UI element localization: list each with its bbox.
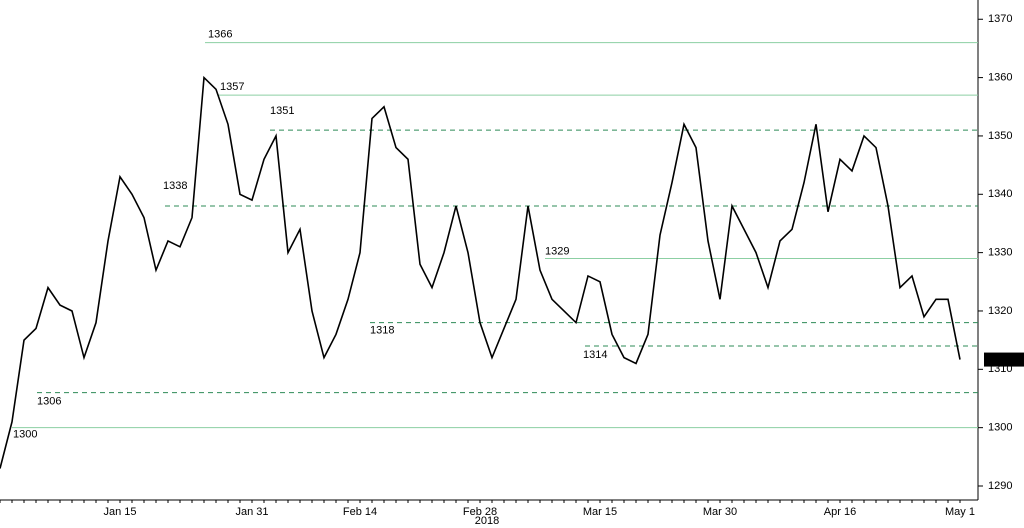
y-tick-label: 1290 <box>988 480 1012 492</box>
x-tick-label: Feb 14 <box>343 506 377 518</box>
level-label: 1300 <box>13 429 37 441</box>
level-label: 1366 <box>208 28 232 40</box>
x-tick-label: Jan 31 <box>235 506 268 518</box>
level-label: 1329 <box>545 245 569 257</box>
level-label: 1318 <box>370 325 394 337</box>
y-tick-label: 1360 <box>988 72 1012 84</box>
level-label: 1357 <box>220 81 244 93</box>
level-label: 1306 <box>37 396 61 408</box>
last-price-box <box>984 352 1024 367</box>
y-tick-label: 1350 <box>988 130 1012 142</box>
y-tick-label: 1300 <box>988 422 1012 434</box>
x-tick-label: May 1 <box>945 506 975 518</box>
y-tick-label: 1320 <box>988 305 1012 317</box>
y-tick-label: 1340 <box>988 188 1012 200</box>
x-tick-label: Mar 30 <box>703 506 737 518</box>
x-axis-label: 2018 <box>475 515 499 527</box>
y-tick-label: 1370 <box>988 13 1012 25</box>
level-label: 1351 <box>270 105 294 117</box>
level-label: 1314 <box>583 349 607 361</box>
level-label: 1338 <box>163 180 187 192</box>
x-tick-label: Feb 28 <box>463 506 497 518</box>
last-price-label: 1311.67 <box>986 353 1024 365</box>
x-tick-label: Mar 15 <box>583 506 617 518</box>
x-tick-label: Jan 15 <box>103 506 136 518</box>
price-line <box>0 75 961 469</box>
x-tick-label: Apr 16 <box>824 506 856 518</box>
y-tick-label: 1330 <box>988 247 1012 259</box>
